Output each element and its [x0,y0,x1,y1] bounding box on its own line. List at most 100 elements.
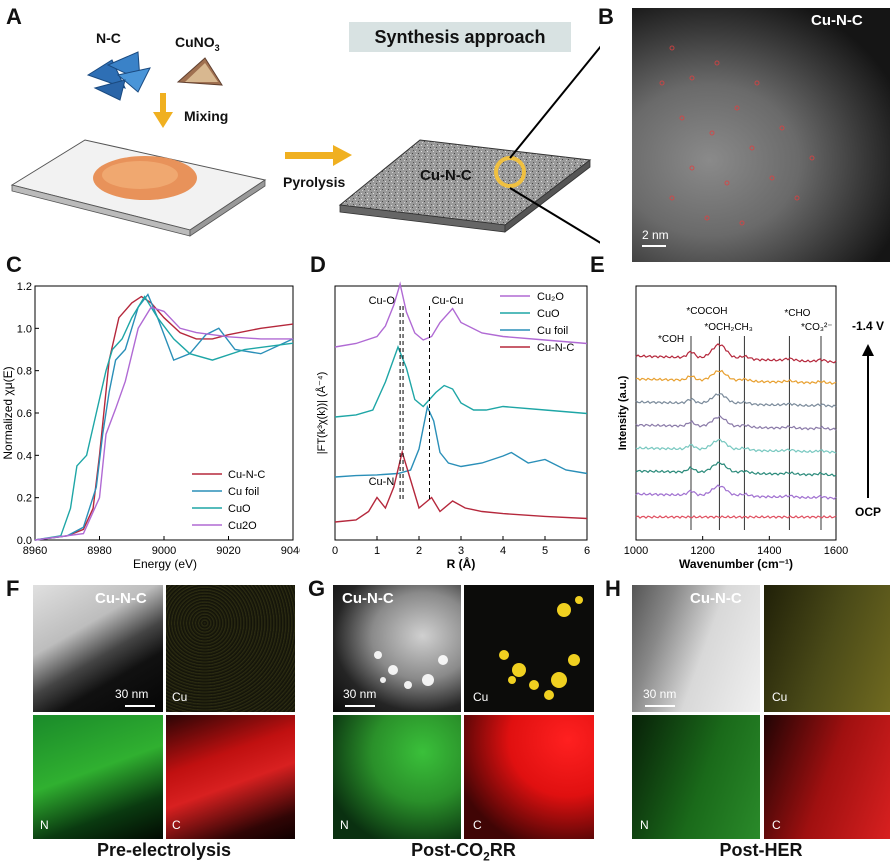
haadf-title: Cu-N-C [811,12,863,29]
f-cu-label: Cu [172,690,188,704]
e-peak-label: *COH [658,334,684,345]
c-ytick-label: 0.4 [17,450,32,462]
f-c-map [166,715,295,839]
nc-label: N-C [96,30,121,46]
g-particles [374,651,448,689]
c-plot-frame [34,285,294,541]
e-top-label: -1.4 V [852,319,884,333]
cuno3-triangle-face [185,63,218,82]
e-xtick-label: 1200 [690,545,714,557]
g-cu-particles [499,596,583,700]
haadf-image [632,8,890,262]
e-peak-label: *CHO [784,308,810,319]
c-series-line [34,295,294,541]
g-caption: Post-CO2RR [411,840,516,864]
mixing-arrow-shaft [160,93,166,113]
carbon-plate-side [504,159,591,233]
d-series-line [334,345,588,418]
g-scale-label: 30 nm [343,687,377,701]
raman-chart: 1000 1200 1400 1600 Wavenumber (cm⁻¹) Intensi… [617,285,884,571]
c-series-line [34,293,294,541]
panel-letter-g: G [308,576,326,601]
pyrolysis-arrow-shaft [285,152,335,159]
e-ylabel: Intensity (a.u.) [617,375,629,450]
f-scale-label: 30 nm [115,687,149,701]
c-series-line [34,295,294,541]
panel-letter-b: B [598,4,614,29]
synthesis-diagram [10,45,600,244]
d-legend-label: CuO [537,308,560,320]
e-xlabel: Wavenumber (cm⁻¹) [679,557,793,571]
d-xtick-label: 6 [584,545,590,557]
d-xlabel: R (Å) [447,556,476,571]
f-n-map [33,715,163,839]
h-scale-label: 30 nm [643,687,677,701]
g-c-label: C [473,818,482,832]
g-n-map [333,715,461,839]
e-arrow-head [862,344,874,356]
e-peak-label: *OCH₂CH₃ [704,322,753,333]
mixing-plate-side [189,179,266,237]
f-cu-map [166,585,295,712]
panel-letter-h: H [605,576,621,601]
panel-letter-f: F [6,576,20,601]
h-cu-map [764,585,890,712]
g-c-map [464,715,594,839]
c-ytick-label: 1.0 [17,323,32,335]
f-caption: Pre-electrolysis [96,840,232,860]
e-series-line [635,369,837,385]
h-c-label: C [772,818,781,832]
pyrolysis-label: Pyrolysis [283,174,346,190]
d-xtick-label: 0 [332,545,338,557]
g-n-label: N [340,818,349,832]
h-n-map [632,715,760,839]
f-scale-bar [125,705,155,707]
d-series-line [334,449,588,523]
d-legend-label: Cu foil [537,325,568,337]
h-title: Cu-N-C [690,590,742,607]
d-annot-cucu: Cu-Cu [432,295,464,307]
c-ytick-label: 1.2 [17,281,32,293]
e-series-line [635,393,837,408]
f-c-label: C [172,818,181,832]
e-series-line [635,343,837,364]
e-peak-label: *CO₃²⁻ [801,322,833,333]
c-legend-label: Cu foil [228,486,259,498]
d-annot-cun: Cu-N [369,476,395,488]
e-plot-frame [635,285,837,541]
d-series-line [334,404,588,478]
panel-letter-a: A [6,4,22,29]
c-xtick-label: 8960 [23,545,47,557]
e-xtick-label: 1400 [757,545,781,557]
d-series-line [334,281,588,348]
f-title: Cu-N-C [95,590,147,607]
nc-triangle-4 [93,79,126,101]
f-n-label: N [40,818,49,832]
d-xtick-label: 5 [542,545,548,557]
haadf-scale-label: 2 nm [642,228,669,242]
c-legend-label: CuO [228,503,251,515]
e-series-line [635,515,837,519]
zoom-line-bottom [509,187,600,244]
e-series-line [635,415,837,431]
c-ytick-label: 0.0 [17,535,32,547]
d-xtick-label: 2 [416,545,422,557]
c-xtick-label: 8980 [87,545,111,557]
panel-letter-d: D [310,252,326,277]
c-ytick-label: 0.2 [17,493,32,505]
mixing-arrow-head [153,112,173,128]
e-xtick-label: 1000 [624,545,648,557]
h-c-map [764,715,890,839]
c-xtick-label: 9020 [216,545,240,557]
e-bottom-label: OCP [855,505,881,519]
nc-triangle-3 [116,67,151,93]
panel-letter-e: E [590,252,605,277]
h-n-label: N [640,818,649,832]
haadf-scale-bar [642,245,666,247]
c-ytick-label: 0.8 [17,366,32,378]
pyrolysis-arrow-head [333,145,352,166]
c-xlabel: Energy (eV) [133,557,197,571]
e-xtick-label: 1600 [824,545,848,557]
